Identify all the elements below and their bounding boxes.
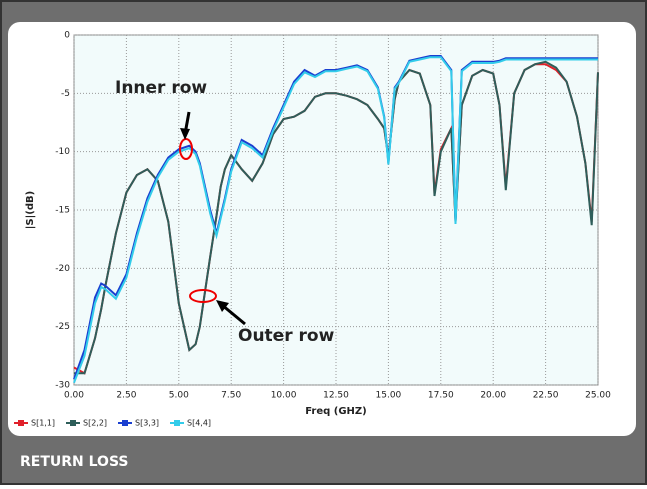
arrow-head <box>180 128 190 140</box>
y-tick-label: -25 <box>55 322 70 332</box>
x-tick-label: 22.50 <box>533 391 559 401</box>
x-tick-label: 20.00 <box>480 391 506 401</box>
x-axis-label: Freq (GHZ) <box>305 406 367 417</box>
legend-label: S[4,4] <box>187 419 211 428</box>
annotation: Outer row <box>238 326 335 346</box>
legend-marker <box>70 420 76 426</box>
caption: RETURN LOSS <box>20 454 129 470</box>
x-tick-label: 0.00 <box>64 391 84 401</box>
legend-label: S[2,2] <box>83 419 107 428</box>
y-tick-label: 0 <box>64 31 70 41</box>
legend-label: S[1,1] <box>31 419 55 428</box>
y-tick-label: -30 <box>55 381 70 391</box>
x-tick-label: 17.50 <box>428 391 454 401</box>
legend-marker <box>174 420 180 426</box>
series-line <box>73 56 598 384</box>
annotation: Inner row <box>115 78 207 98</box>
x-tick-label: 2.50 <box>116 391 136 401</box>
y-tick-label: -10 <box>55 147 70 157</box>
y-tick-label: -15 <box>55 206 70 216</box>
y-tick-label: -5 <box>61 89 70 99</box>
legend-label: S[3,3] <box>135 419 159 428</box>
series-line <box>74 60 599 375</box>
series-line <box>73 55 598 380</box>
highlight-ellipse <box>179 138 193 160</box>
highlight-ellipse <box>189 289 217 303</box>
x-tick-label: 12.50 <box>323 391 349 401</box>
legend-marker <box>122 420 128 426</box>
x-tick-label: 5.00 <box>169 391 189 401</box>
x-tick-label: 7.50 <box>221 391 241 401</box>
y-axis-label: |S|(dB) <box>25 191 36 229</box>
y-tick-label: -20 <box>55 264 70 274</box>
arrow-head <box>216 300 229 312</box>
legend-marker <box>18 420 24 426</box>
arrow <box>221 303 246 326</box>
series-layer: 0 -5 -10 -15 -20 -25 -300.00 2.50 5.00 7.50 10.00 1… <box>14 31 611 428</box>
x-tick-label: 10.00 <box>271 391 297 401</box>
x-tick-label: 15.00 <box>376 391 402 401</box>
x-tick-label: 25.00 <box>585 391 611 401</box>
